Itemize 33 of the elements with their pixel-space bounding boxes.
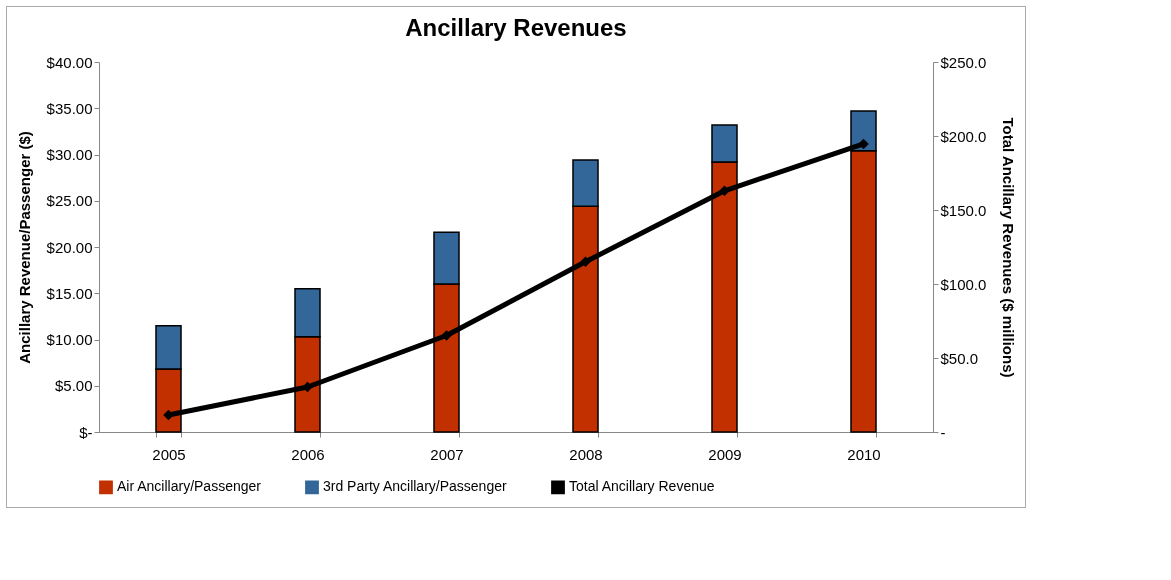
x-tick-label: 2007: [430, 445, 464, 463]
y2-tick-label: $250.0: [940, 53, 987, 71]
x-tick-label: 2005: [152, 445, 186, 463]
y2-tick-label: $200.0: [940, 127, 987, 145]
x-tick-label: 2009: [708, 445, 742, 463]
y-tick-label: $35.00: [46, 99, 93, 117]
y2-axis-title: Total Ancillary Revenues ($ millions): [1000, 117, 1018, 378]
x-tick-label: 2006: [291, 445, 325, 463]
point: [580, 256, 591, 268]
point: [719, 185, 730, 196]
point: [163, 409, 174, 421]
x-tick-label: 2010: [847, 445, 881, 463]
y2-tick-label: $150.0: [940, 201, 987, 219]
x-tick-label: 2008: [569, 445, 603, 463]
y-tick-label: $40.00: [46, 53, 93, 71]
legend-label: Air Ancillary/Passenger: [117, 478, 262, 495]
point: [858, 138, 869, 150]
y2-tick-label: $100.0: [940, 275, 987, 293]
legend-label: 3rd Party Ancillary/Passenger: [323, 478, 507, 495]
y2-tick-label: -: [940, 423, 946, 441]
point: [302, 381, 313, 393]
legend-label: Total Ancillary Revenue: [569, 478, 715, 495]
y-axis-title: Ancillary Revenue/Passenger ($): [15, 131, 33, 364]
y-tick-label: $20.00: [46, 238, 93, 256]
y-tick-label: $-: [79, 423, 93, 441]
y-tick-label: $25.00: [46, 192, 93, 210]
point: [441, 330, 452, 341]
y-tick-label: $30.00: [46, 146, 93, 163]
y-tick-label: $15.00: [46, 284, 93, 302]
y2-tick-label: $50.0: [940, 349, 979, 367]
y-tick-label: $5.00: [54, 377, 93, 395]
chart-title: Ancillary Revenues: [405, 14, 627, 41]
y-tick-label: $10.00: [46, 331, 93, 348]
